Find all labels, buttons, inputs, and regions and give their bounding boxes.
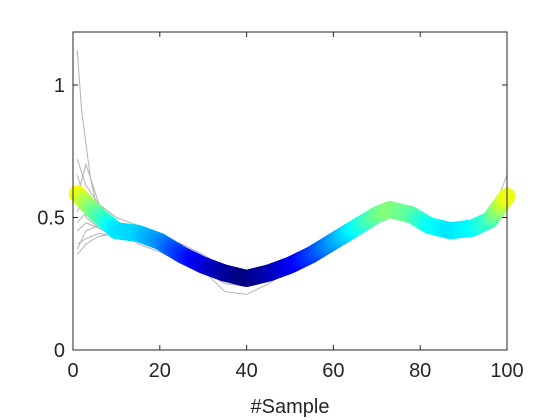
x-axis-ticks: 0 20 40 60 80 100 [67, 32, 524, 382]
axes-box [72, 31, 508, 351]
x-tick-label: 80 [409, 360, 431, 382]
x-tick-label: 100 [490, 360, 523, 382]
y-tick-label: 0.5 [37, 208, 65, 230]
mean-curve-group [68, 185, 516, 287]
background-series-line [76, 50, 508, 282]
x-tick-label: 60 [322, 360, 344, 382]
x-tick-label: 40 [235, 360, 257, 382]
y-axis-ticks: 00.51 [37, 75, 507, 362]
y-tick-label: 0 [54, 340, 65, 362]
x-tick-label: 20 [149, 360, 171, 382]
x-tick-label: 0 [67, 360, 78, 382]
x-axis-label: #Sample [251, 396, 330, 418]
y-tick-label: 1 [54, 75, 65, 97]
background-series-line [76, 201, 508, 295]
